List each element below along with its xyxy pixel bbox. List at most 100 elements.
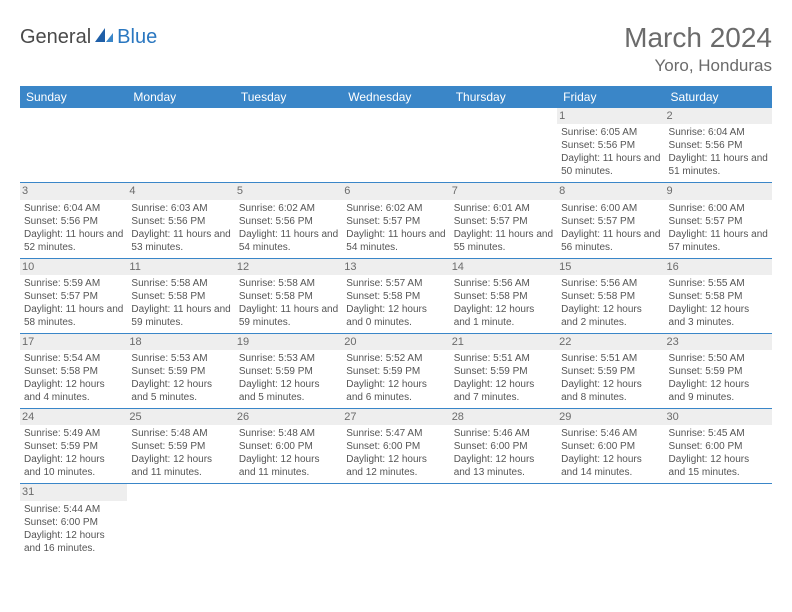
daylight-text: Daylight: 12 hours and 10 minutes. xyxy=(24,453,123,479)
day-details: Sunrise: 5:44 AMSunset: 6:00 PMDaylight:… xyxy=(24,503,123,555)
sunrise-text: Sunrise: 5:58 AM xyxy=(131,277,230,290)
calendar-table: Sunday Monday Tuesday Wednesday Thursday… xyxy=(20,86,772,559)
sunrise-text: Sunrise: 5:53 AM xyxy=(131,352,230,365)
weekday-header: Saturday xyxy=(665,86,772,108)
daylight-text: Daylight: 12 hours and 15 minutes. xyxy=(669,453,768,479)
calendar-day-cell: 9 Sunrise: 6:00 AMSunset: 5:57 PMDaylight… xyxy=(665,183,772,258)
calendar-day-cell: 6Sunrise: 6:02 AMSunset: 5:57 PMDaylight… xyxy=(342,183,449,258)
daylight-text: Daylight: 12 hours and 16 minutes. xyxy=(24,529,123,555)
day-details: Sunrise: 5:48 AMSunset: 6:00 PMDaylight:… xyxy=(239,427,338,479)
day-number: 9 xyxy=(665,183,772,199)
day-number: 29 xyxy=(557,409,664,425)
day-number: 18 xyxy=(127,334,234,350)
calendar-day-cell: 26 Sunrise: 5:48 AMSunset: 6:00 PMDayligh… xyxy=(235,409,342,484)
sunset-text: Sunset: 5:58 PM xyxy=(239,290,338,303)
calendar-day-cell: 21 Sunrise: 5:51 AMSunset: 5:59 PMDayligh… xyxy=(450,333,557,408)
day-number: 26 xyxy=(235,409,342,425)
calendar-day-cell: · xyxy=(235,484,342,559)
calendar-day-cell: 28Sunrise: 5:46 AMSunset: 6:00 PMDayligh… xyxy=(450,409,557,484)
sunrise-text: Sunrise: 6:00 AM xyxy=(669,202,768,215)
calendar-day-cell: 2Sunrise: 6:04 AMSunset: 5:56 PMDaylight… xyxy=(665,108,772,183)
daylight-text: Daylight: 11 hours and 56 minutes. xyxy=(561,228,660,254)
sunrise-text: Sunrise: 5:49 AM xyxy=(24,427,123,440)
calendar-day-cell: 20Sunrise: 5:52 AMSunset: 5:59 PMDayligh… xyxy=(342,333,449,408)
sunset-text: Sunset: 5:57 PM xyxy=(561,215,660,228)
weekday-header: Friday xyxy=(557,86,664,108)
day-number: 20 xyxy=(342,334,449,350)
daylight-text: Daylight: 11 hours and 51 minutes. xyxy=(669,152,768,178)
day-details: Sunrise: 6:03 AMSunset: 5:56 PMDaylight:… xyxy=(131,202,230,254)
sunrise-text: Sunrise: 5:59 AM xyxy=(24,277,123,290)
day-number: 14 xyxy=(450,259,557,275)
daylight-text: Daylight: 11 hours and 50 minutes. xyxy=(561,152,660,178)
sunrise-text: Sunrise: 5:58 AM xyxy=(239,277,338,290)
calendar-day-cell: 8Sunrise: 6:00 AMSunset: 5:57 PMDaylight… xyxy=(557,183,664,258)
sunrise-text: Sunrise: 5:44 AM xyxy=(24,503,123,516)
calendar-day-cell: · xyxy=(342,108,449,183)
calendar-day-cell: · xyxy=(450,484,557,559)
daylight-text: Daylight: 11 hours and 59 minutes. xyxy=(131,303,230,329)
daylight-text: Daylight: 12 hours and 11 minutes. xyxy=(131,453,230,479)
sunset-text: Sunset: 5:56 PM xyxy=(669,139,768,152)
day-details: Sunrise: 5:51 AMSunset: 5:59 PMDaylight:… xyxy=(454,352,553,404)
calendar-day-cell: 1Sunrise: 6:05 AMSunset: 5:56 PMDaylight… xyxy=(557,108,664,183)
sunrise-text: Sunrise: 5:48 AM xyxy=(239,427,338,440)
day-number: 19 xyxy=(235,334,342,350)
brand-part1: General xyxy=(20,26,91,49)
weekday-header: Thursday xyxy=(450,86,557,108)
calendar-day-cell: · xyxy=(20,108,127,183)
sunrise-text: Sunrise: 5:46 AM xyxy=(561,427,660,440)
calendar-day-cell: · xyxy=(235,108,342,183)
weekday-header: Tuesday xyxy=(235,86,342,108)
sunset-text: Sunset: 5:57 PM xyxy=(24,290,123,303)
day-details: Sunrise: 6:04 AMSunset: 5:56 PMDaylight:… xyxy=(669,126,768,178)
sunrise-text: Sunrise: 5:52 AM xyxy=(346,352,445,365)
calendar-day-cell: 14 Sunrise: 5:56 AMSunset: 5:58 PMDayligh… xyxy=(450,258,557,333)
day-details: Sunrise: 6:00 AMSunset: 5:57 PMDaylight:… xyxy=(669,202,768,254)
calendar-week-row: 31Sunrise: 5:44 AMSunset: 6:00 PMDayligh… xyxy=(20,484,772,559)
day-number: 21 xyxy=(450,334,557,350)
sunset-text: Sunset: 5:57 PM xyxy=(454,215,553,228)
sunrise-text: Sunrise: 6:00 AM xyxy=(561,202,660,215)
weekday-header: Sunday xyxy=(20,86,127,108)
daylight-text: Daylight: 12 hours and 1 minute. xyxy=(454,303,553,329)
sunset-text: Sunset: 5:59 PM xyxy=(239,365,338,378)
sunset-text: Sunset: 5:58 PM xyxy=(131,290,230,303)
daylight-text: Daylight: 11 hours and 55 minutes. xyxy=(454,228,553,254)
day-details: Sunrise: 6:02 AMSunset: 5:57 PMDaylight:… xyxy=(346,202,445,254)
calendar-day-cell: 4 Sunrise: 6:03 AMSunset: 5:56 PMDaylight… xyxy=(127,183,234,258)
calendar-day-cell: 30Sunrise: 5:45 AMSunset: 6:00 PMDayligh… xyxy=(665,409,772,484)
daylight-text: Daylight: 12 hours and 5 minutes. xyxy=(131,378,230,404)
sunset-text: Sunset: 6:00 PM xyxy=(669,440,768,453)
sunrise-text: Sunrise: 6:04 AM xyxy=(669,126,768,139)
day-number: 17 xyxy=(20,334,127,350)
sunset-text: Sunset: 5:59 PM xyxy=(454,365,553,378)
day-number: 4 xyxy=(127,183,234,199)
calendar-day-cell: · xyxy=(342,484,449,559)
sunset-text: Sunset: 5:59 PM xyxy=(561,365,660,378)
sunrise-text: Sunrise: 5:56 AM xyxy=(561,277,660,290)
calendar-day-cell: 19Sunrise: 5:53 AMSunset: 5:59 PMDayligh… xyxy=(235,333,342,408)
day-number: 7 xyxy=(450,183,557,199)
weekday-header: Wednesday xyxy=(342,86,449,108)
sunset-text: Sunset: 5:58 PM xyxy=(24,365,123,378)
sunset-text: Sunset: 6:00 PM xyxy=(239,440,338,453)
calendar-day-cell: · xyxy=(665,484,772,559)
sunrise-text: Sunrise: 6:03 AM xyxy=(131,202,230,215)
sunset-text: Sunset: 5:58 PM xyxy=(669,290,768,303)
brand-logo: General Blue xyxy=(20,22,157,49)
brand-part2: Blue xyxy=(117,26,157,49)
calendar-day-cell: 17Sunrise: 5:54 AMSunset: 5:58 PMDayligh… xyxy=(20,333,127,408)
daylight-text: Daylight: 11 hours and 53 minutes. xyxy=(131,228,230,254)
calendar-day-cell: 7Sunrise: 6:01 AMSunset: 5:57 PMDaylight… xyxy=(450,183,557,258)
day-number: 5 xyxy=(235,183,342,199)
sunrise-text: Sunrise: 6:02 AM xyxy=(239,202,338,215)
sunrise-text: Sunrise: 5:47 AM xyxy=(346,427,445,440)
sunset-text: Sunset: 5:59 PM xyxy=(346,365,445,378)
sunrise-text: Sunrise: 5:45 AM xyxy=(669,427,768,440)
day-details: Sunrise: 5:56 AMSunset: 5:58 PMDaylight:… xyxy=(454,277,553,329)
calendar-day-cell: 31Sunrise: 5:44 AMSunset: 6:00 PMDayligh… xyxy=(20,484,127,559)
daylight-text: Daylight: 12 hours and 11 minutes. xyxy=(239,453,338,479)
sunrise-text: Sunrise: 5:51 AM xyxy=(454,352,553,365)
sunrise-text: Sunrise: 5:48 AM xyxy=(131,427,230,440)
